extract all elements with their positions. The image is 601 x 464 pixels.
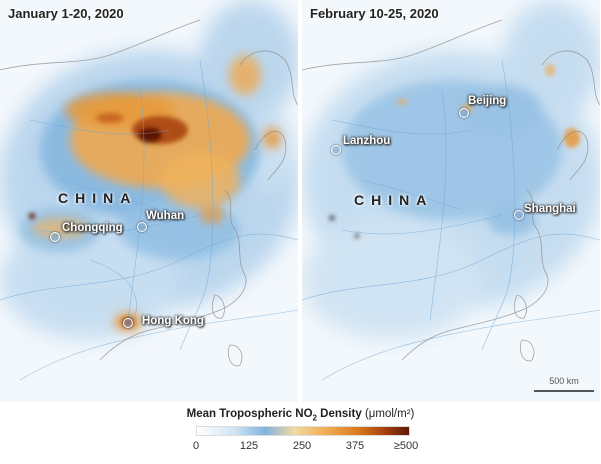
no2-map-january	[0, 0, 298, 402]
legend-tick: 375	[345, 440, 365, 452]
legend-title-subscript: 2	[312, 413, 317, 423]
city-label-chongqing: Chongqing	[62, 222, 123, 234]
city-label-hong-kong: Hong Kong	[142, 315, 204, 327]
city-label-shanghai: Shanghai	[524, 203, 576, 215]
legend-title-suffix: Density	[316, 408, 362, 420]
scale-bar-label: 500 km	[549, 376, 579, 386]
legend-color-bar	[196, 426, 410, 436]
legend-title-prefix: Mean Tropospheric NO	[186, 408, 313, 420]
period-title: February 10-25, 2020	[310, 6, 439, 21]
city-marker-chongqing	[50, 232, 60, 242]
legend-tick: 0	[192, 440, 200, 452]
legend-tick: 250	[292, 440, 312, 452]
city-marker-wuhan	[137, 222, 147, 232]
country-label: CHINA	[354, 192, 434, 208]
color-legend: Mean Tropospheric NO2 Density (μmol/m²) …	[0, 402, 601, 464]
legend-tick: ≥500	[393, 440, 419, 452]
scale-bar-line	[534, 390, 594, 392]
city-marker-shanghai	[514, 210, 524, 220]
city-label-lanzhou: Lanzhou	[343, 135, 391, 147]
city-marker-lanzhou	[331, 145, 341, 155]
map-panel-january: January 1-20, 2020 CHINA Chongqing Wuhan…	[0, 0, 298, 402]
scale-bar: 500 km	[534, 376, 594, 394]
legend-tick: 125	[239, 440, 259, 452]
legend-unit: (μmol/m²)	[364, 408, 415, 420]
city-label-wuhan: Wuhan	[146, 210, 185, 222]
city-marker-hong-kong	[123, 318, 133, 328]
period-title: January 1-20, 2020	[8, 6, 124, 21]
city-label-beijing: Beijing	[468, 95, 507, 107]
legend-title: Mean Tropospheric NO2 Density (μmol/m²)	[0, 408, 601, 422]
map-panel-february: February 10-25, 2020 CHINA Lanzhou Beiji…	[302, 0, 600, 402]
city-marker-beijing	[459, 108, 469, 118]
no2-map-february	[302, 0, 600, 402]
country-label: CHINA	[58, 190, 138, 206]
